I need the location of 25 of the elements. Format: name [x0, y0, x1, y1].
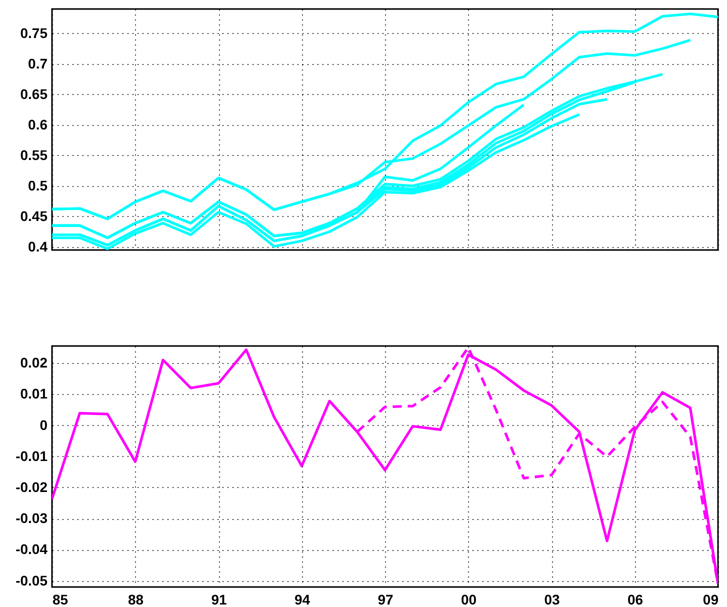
- y-tick-label: -0.04: [16, 541, 48, 558]
- y-tick-label: 0: [40, 416, 48, 433]
- y-tick-label: 0.7: [28, 55, 48, 72]
- x-tick-label: 85: [52, 592, 68, 607]
- y-tick-label: 0.45: [20, 208, 48, 224]
- x-tick-label: 97: [378, 592, 394, 607]
- y-tick-label: 0.5: [28, 177, 48, 194]
- y-tick-label: -0.02: [16, 478, 48, 495]
- x-tick-label: 91: [211, 592, 227, 607]
- y-tick-label: 0.4: [28, 238, 48, 254]
- y-tick-label: 0.65: [20, 86, 48, 102]
- x-tick-label: 00: [460, 592, 477, 607]
- y-tick-label: 0.01: [20, 386, 48, 402]
- x-tick-label: 06: [627, 592, 644, 607]
- y-tick-label: 0.6: [28, 116, 48, 132]
- x-tick-label: 03: [544, 592, 560, 607]
- y-tick-label: -0.03: [16, 510, 48, 526]
- y-tick-label: 0.55: [20, 146, 48, 163]
- x-tick-label: 94: [294, 592, 310, 607]
- y-tick-label: -0.01: [16, 448, 48, 464]
- y-tick-label: 0.75: [20, 24, 48, 41]
- x-tick-label: 09: [702, 592, 719, 607]
- y-tick-label: 0.02: [20, 354, 48, 371]
- x-tick-label: 88: [128, 592, 144, 607]
- y-tick-label: -0.05: [16, 572, 48, 588]
